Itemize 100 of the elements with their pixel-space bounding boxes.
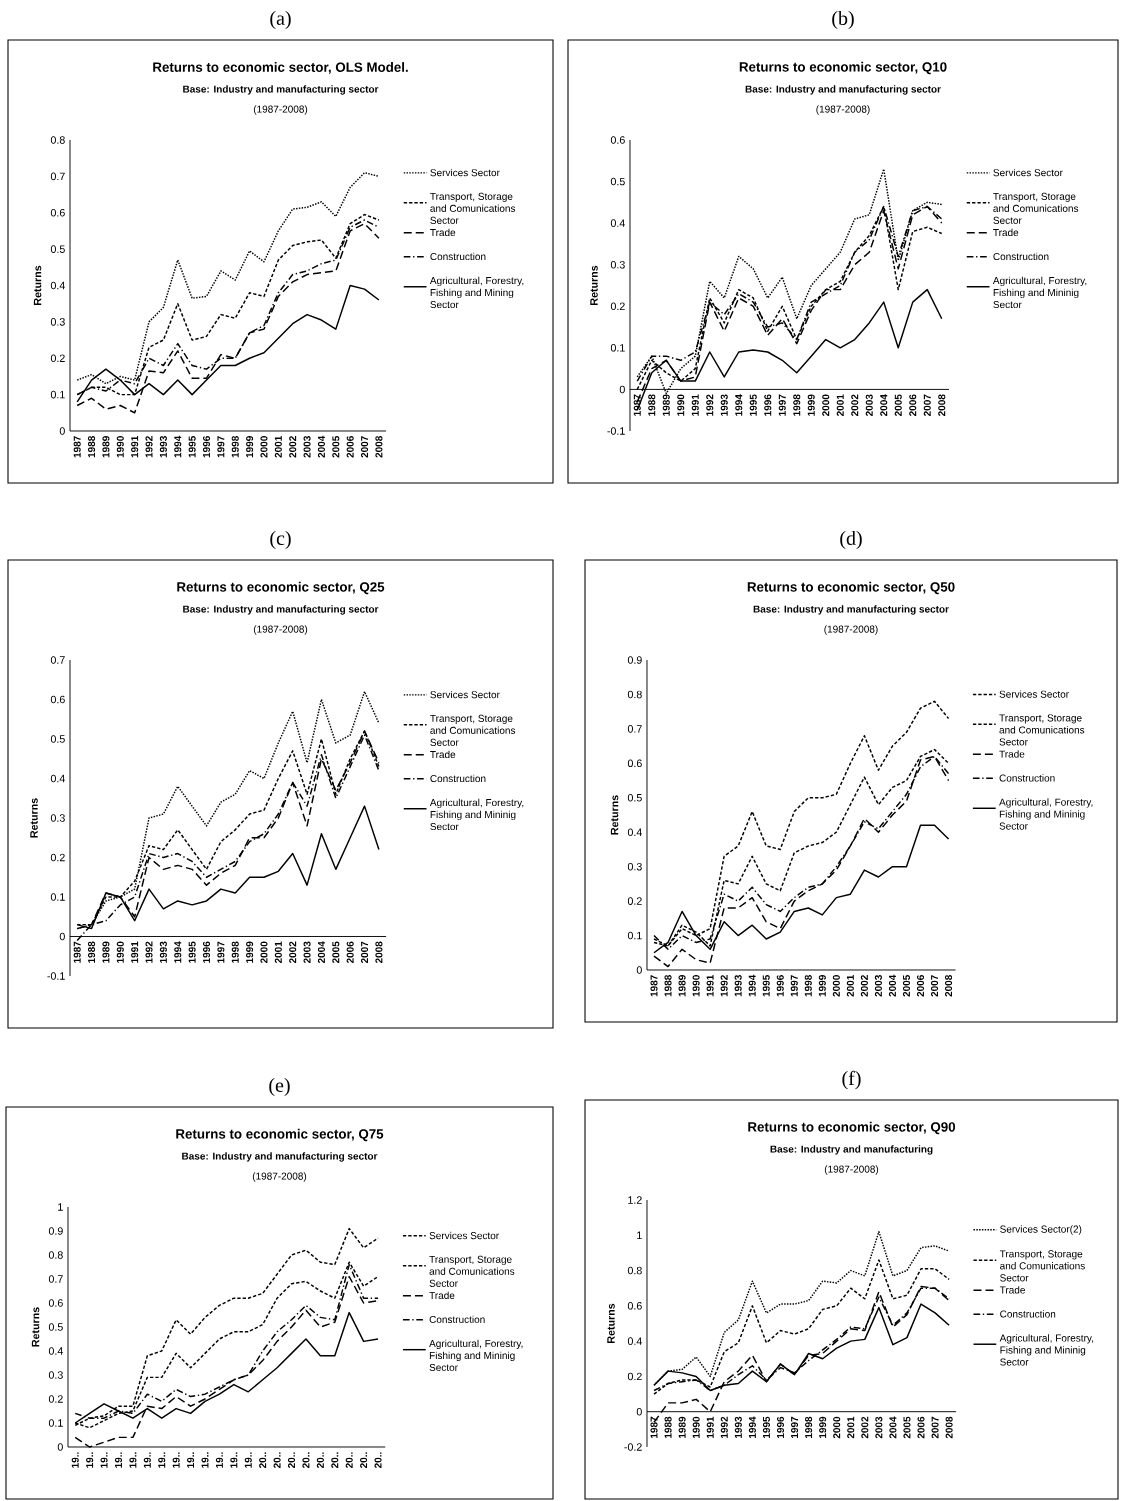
legend-label: Transport, Storage and Comunications Sector <box>999 714 1085 746</box>
y-tick-label: 0.8 <box>627 690 642 699</box>
x-tick-label: 1991 <box>706 974 714 997</box>
x-tick-label: 1990 <box>116 436 124 458</box>
x-tick-label: 1989 <box>102 941 110 963</box>
x-tick-label: 1989 <box>662 394 670 416</box>
x-tick-label: 2005 <box>894 394 902 417</box>
chart-title: Returns to economic sector, Q75 <box>176 1128 384 1142</box>
x-tick-label: 1994 <box>174 941 182 963</box>
y-axis-title: Returns <box>33 265 42 305</box>
x-tick-label: 1990 <box>677 394 685 416</box>
x-tick-label: 2004 <box>880 394 888 417</box>
text: (1987-2008) <box>824 625 878 635</box>
y-tick-label: 0.4 <box>50 281 65 290</box>
legend-label: Transport, Storage and Comunications Sector <box>430 192 516 224</box>
x-tick-label: 2008 <box>945 975 953 997</box>
y-tick-label: 0.4 <box>627 828 642 836</box>
y-tick-label: 0.2 <box>50 853 65 862</box>
x-tick-label: 19.. <box>114 1452 123 1468</box>
x-tick-label: 1988 <box>664 1416 672 1439</box>
y-axis-title: Returns <box>607 1303 615 1343</box>
text: (c) <box>270 530 291 550</box>
x-tick-label: 1997 <box>791 1416 799 1439</box>
x-tick-label: 2001 <box>274 435 282 458</box>
x-tick-label: 1992 <box>145 941 153 963</box>
text: (1987-2008) <box>252 1172 307 1182</box>
x-tick-label: 1999 <box>819 1416 827 1439</box>
x-tick-label: 1997 <box>217 436 225 458</box>
x-tick-label: 19.. <box>215 1452 223 1468</box>
x-tick-label: 1996 <box>202 941 211 963</box>
x-tick-label: 19.. <box>187 1452 195 1468</box>
y-tick-label: 0.2 <box>627 897 642 905</box>
x-tick-label: 1990 <box>116 941 124 963</box>
x-tick-label: 1987 <box>650 975 658 997</box>
y-tick-label: 0.6 <box>627 759 642 768</box>
x-tick-label: 2004 <box>317 435 325 458</box>
y-tick-label: 0.8 <box>50 136 65 144</box>
x-tick-label: 2007 <box>361 436 369 458</box>
y-tick-label: 0.5 <box>50 245 65 253</box>
text: (a) <box>270 10 291 30</box>
y-tick-label: 1 <box>58 1203 63 1211</box>
x-tick-label: 1995 <box>762 974 770 997</box>
y-tick-label: 0.3 <box>48 1371 63 1379</box>
x-tick-label: 2006 <box>346 436 354 458</box>
legend-label: Trade <box>430 228 456 237</box>
x-tick-label: 1996 <box>764 394 772 416</box>
x-tick-label: 1992 <box>720 1416 728 1439</box>
y-tick-label: 0.4 <box>50 774 65 783</box>
y-tick-label: 0.9 <box>627 656 642 664</box>
x-tick-label: 1998 <box>804 975 812 997</box>
y-axis-title: Returns <box>610 795 619 835</box>
y-tick-label: 0.6 <box>48 1299 63 1307</box>
x-tick-label: 2003 <box>874 975 882 997</box>
x-tick-label: 2006 <box>346 941 354 964</box>
legend-label: Trade <box>429 1291 455 1300</box>
x-tick-label: 1999 <box>246 436 254 458</box>
x-tick-label: 2006 <box>916 975 925 997</box>
text: (1987-2008) <box>816 105 870 115</box>
x-tick-label: 1999 <box>807 394 815 416</box>
text: (1987-2008) <box>253 105 308 115</box>
x-tick-label: 20.. <box>360 1452 368 1469</box>
x-tick-label: 2005 <box>332 435 340 458</box>
y-tick-label: 0.1 <box>48 1419 63 1427</box>
chart-subtitle: Base: Industry and manufacturing sector <box>745 85 941 95</box>
chart-subtitle: Base: Industry and manufacturing sector <box>753 605 949 615</box>
y-tick-label: 0.3 <box>50 814 65 822</box>
x-tick-label: 19.. <box>86 1452 94 1468</box>
y-tick-label: -0.1 <box>607 427 625 435</box>
legend-label: Transport, Storage and Comunications Sector <box>430 714 516 746</box>
x-tick-label: 2003 <box>865 394 873 417</box>
x-tick-label: 1987 <box>73 436 81 458</box>
x-tick-label: 19.. <box>143 1452 151 1468</box>
y-tick-label: 0 <box>619 385 625 394</box>
chart-title: Returns to economic sector, OLS Model. <box>153 62 408 74</box>
legend-label: Construction <box>429 1315 485 1324</box>
x-tick-label: 20.. <box>374 1452 382 1469</box>
text: (d) <box>840 530 862 550</box>
x-tick-label: 1989 <box>678 975 686 997</box>
y-tick-label: 0 <box>59 427 65 435</box>
text: (f) <box>842 1070 861 1090</box>
x-tick-label: 2003 <box>303 436 311 458</box>
y-tick-label: 0.8 <box>627 1266 642 1275</box>
y-tick-label: 0.7 <box>48 1275 63 1283</box>
x-tick-label: 19.. <box>71 1452 79 1468</box>
x-tick-label: 2007 <box>923 394 931 417</box>
y-axis-title: Returns <box>31 1307 40 1347</box>
x-tick-label: 1998 <box>231 941 239 963</box>
x-tick-label: 2002 <box>289 941 297 964</box>
y-tick-label: 0.5 <box>627 793 642 802</box>
text: (b) <box>832 10 854 30</box>
y-tick-label: 0.4 <box>610 219 625 227</box>
y-tick-label: 0.3 <box>627 862 642 871</box>
x-tick-label: 2008 <box>375 436 383 458</box>
x-tick-label: 2008 <box>375 941 383 964</box>
x-tick-label: 1991 <box>131 435 139 458</box>
y-axis-title: Returns <box>30 798 38 838</box>
x-tick-label: 1991 <box>131 941 139 963</box>
x-tick-label: 1997 <box>217 941 225 963</box>
x-tick-label: 1993 <box>734 975 742 997</box>
x-tick-label: 1987 <box>650 1416 658 1439</box>
